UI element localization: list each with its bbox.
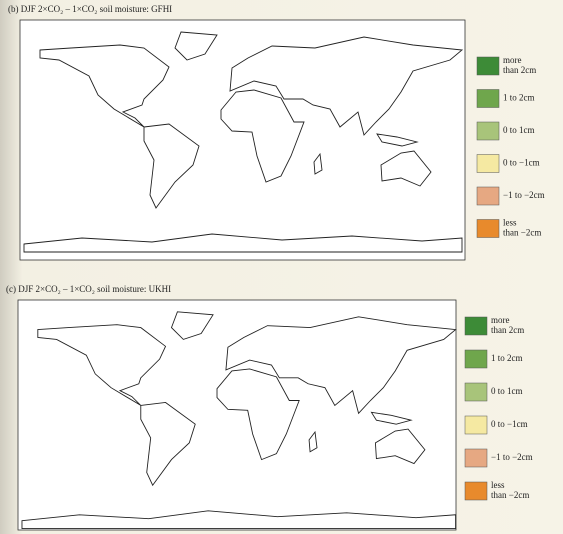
- legend-swatch: [476, 121, 500, 141]
- legend-label: 0 to −1cm: [491, 419, 528, 429]
- legend-label: more: [491, 315, 510, 325]
- legend-label: less: [491, 480, 505, 490]
- legend-label: 0 to −1cm: [503, 158, 540, 168]
- legend-label: −1 to −2cm: [503, 190, 545, 200]
- legend-label: more: [503, 55, 522, 65]
- legend-swatch: [464, 415, 488, 435]
- legend-label: 1 to 2cm: [491, 353, 523, 363]
- legend-label: than 2cm: [503, 65, 536, 75]
- legend-label: less: [503, 218, 517, 228]
- legend-swatch: [464, 382, 488, 402]
- legend-swatch: [464, 349, 488, 369]
- map-frame: [19, 19, 466, 261]
- legend-label: than −2cm: [503, 228, 541, 238]
- legend-swatch: [476, 89, 500, 108]
- map-frame: [17, 299, 457, 531]
- panel-title: (c) DJF 2×CO₂ – 1×CO₂ soil moisture: UKH…: [6, 284, 171, 294]
- legend-swatch: [464, 316, 488, 336]
- legend-label: 0 to 1cm: [503, 125, 535, 135]
- panel: (b) DJF 2×CO₂ – 1×CO₂ soil moisture: GFH…: [8, 4, 545, 261]
- legend-label: −1 to −2cm: [491, 452, 533, 462]
- legend-swatch: [476, 154, 500, 173]
- legend-swatch: [464, 448, 488, 468]
- panel: (c) DJF 2×CO₂ – 1×CO₂ soil moisture: UKH…: [6, 284, 533, 531]
- legend-label: 1 to 2cm: [503, 93, 535, 103]
- legend-swatch: [476, 56, 500, 76]
- legend-label: 0 to 1cm: [491, 386, 523, 396]
- legend-label: than 2cm: [491, 325, 524, 335]
- legend-label: than −2cm: [491, 490, 529, 500]
- legend-swatch: [476, 186, 500, 206]
- panel-title: (b) DJF 2×CO₂ – 1×CO₂ soil moisture: GFH…: [8, 4, 172, 14]
- legend-swatch: [464, 481, 488, 501]
- legend-swatch: [476, 219, 500, 238]
